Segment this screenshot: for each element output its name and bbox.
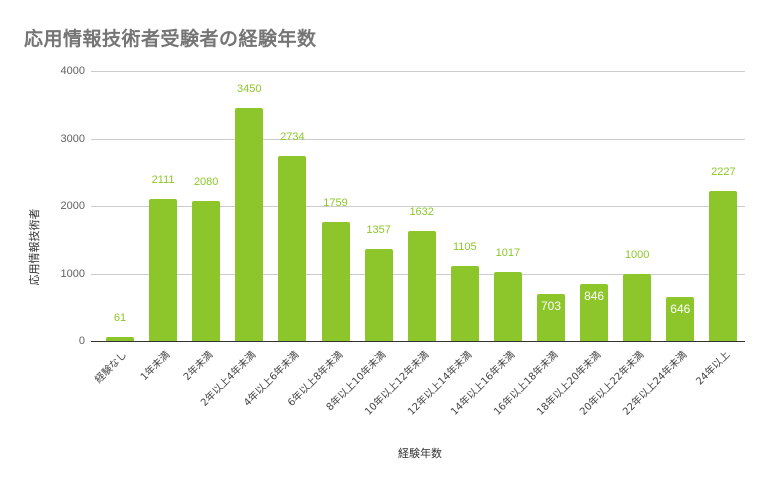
data-label: 1357 (366, 224, 391, 237)
gridline (91, 71, 745, 72)
data-label: 2080 (193, 175, 219, 188)
bar[interactable] (192, 200, 221, 341)
y-axis-title: 応用情報技術者 (28, 208, 41, 286)
x-tick-label: 24年以上 (694, 349, 733, 388)
bar[interactable] (709, 190, 738, 341)
data-label: 1632 (409, 205, 434, 218)
y-tick-label: 1000 (60, 267, 85, 280)
data-label: 2111 (151, 173, 175, 186)
bar[interactable] (321, 222, 350, 341)
chart-title: 応用情報技術者受験者の経験年数 (24, 28, 317, 50)
data-label: 1000 (624, 248, 650, 261)
y-tick-label: 4000 (60, 65, 85, 77)
bar[interactable] (106, 336, 134, 341)
data-label: 2227 (711, 165, 736, 178)
data-label: 1759 (323, 197, 348, 210)
y-tick-label: 2000 (60, 200, 85, 212)
y-tick-label: 0 (78, 335, 85, 347)
bar[interactable] (666, 297, 695, 341)
data-label: 646 (670, 302, 691, 317)
bar[interactable] (149, 198, 178, 341)
bar[interactable] (580, 283, 609, 341)
data-label: 1017 (495, 247, 521, 260)
gridline (91, 206, 745, 207)
bar[interactable] (537, 293, 565, 341)
x-axis-line (91, 341, 745, 342)
bar[interactable] (450, 266, 479, 341)
gridline (91, 139, 745, 140)
y-tick-label: 3000 (60, 132, 85, 145)
data-label: 703 (540, 298, 562, 313)
data-label: 846 (584, 288, 605, 303)
bar[interactable] (493, 272, 522, 341)
bar[interactable] (278, 156, 307, 341)
data-label: 2734 (280, 131, 305, 144)
x-tick-label: 1年未満 (138, 349, 173, 384)
x-axis-title: 経験年数 (398, 447, 442, 460)
data-label: 3450 (237, 83, 262, 96)
bar[interactable] (623, 273, 652, 341)
x-tick-label: 経験なし (93, 349, 130, 386)
data-label: 1105 (452, 241, 477, 254)
bar[interactable] (407, 230, 436, 341)
data-label: 61 (113, 311, 127, 324)
x-tick-label: 2年未満 (181, 349, 216, 384)
bar[interactable] (235, 108, 264, 341)
bar[interactable] (364, 249, 393, 341)
